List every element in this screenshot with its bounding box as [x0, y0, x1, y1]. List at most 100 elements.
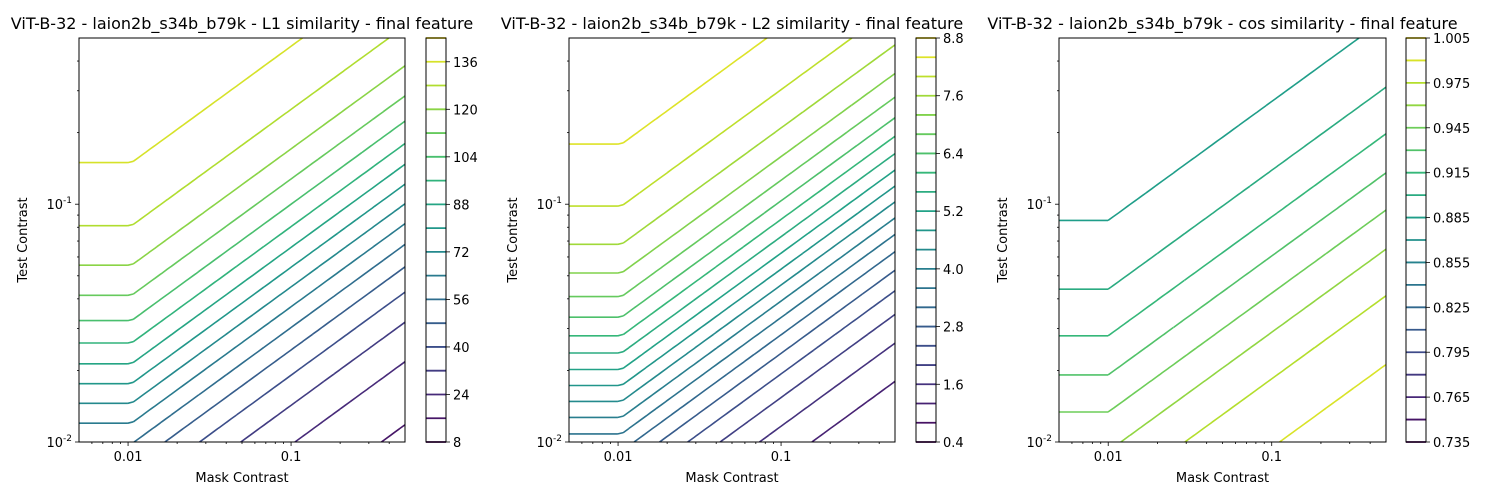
- y-axis-label: Test Contrast: [506, 197, 521, 283]
- colorbar-tick-label: 0.915: [1433, 167, 1470, 182]
- contour-level-18: [569, 44, 895, 246]
- colorbar-tick-label: 0.795: [1433, 346, 1470, 361]
- contour-level-2: [811, 380, 895, 442]
- subplot-2: ViT-B-32 - laion2b_s34b_b79k - L2 simila…: [501, 14, 964, 486]
- contour-level-15: [79, 38, 390, 227]
- colorbar-tick-label: 40: [453, 341, 470, 356]
- y-tick-label: 10-2: [46, 434, 72, 451]
- y-tick-label: 10-1: [1026, 196, 1052, 213]
- contour-level-17: [1279, 363, 1386, 442]
- colorbar-tick-label: 2.8: [943, 321, 964, 336]
- x-axis-label: Mask Contrast: [195, 471, 288, 486]
- x-axis-label: Mask Contrast: [685, 471, 778, 486]
- chart-title: ViT-B-32 - laion2b_s34b_b79k - L2 simila…: [501, 14, 963, 34]
- contour-level-14: [79, 65, 405, 266]
- colorbar-tick-label: 0.975: [1433, 77, 1470, 92]
- contour-level-11: [569, 185, 895, 387]
- colorbar-tick-label: 8: [453, 436, 461, 451]
- contour-level-14: [1059, 209, 1386, 413]
- contour-level-10: [1059, 38, 1360, 222]
- colorbar: 8 24 40 56 72 88 104 120 136: [425, 37, 478, 451]
- contour-level-3: [758, 342, 895, 442]
- colorbar-tick-label: 4.0: [943, 263, 964, 278]
- x-tick-label: 0.1: [771, 450, 792, 465]
- colorbar-tick-label: 0.825: [1433, 301, 1470, 316]
- contour-level-16: [79, 38, 303, 164]
- colorbar-tick-label: 0.945: [1433, 122, 1470, 137]
- colorbar-tick-label: 56: [453, 293, 470, 308]
- chart-title: ViT-B-32 - laion2b_s34b_b79k - L1 simila…: [11, 14, 473, 34]
- chart-title: ViT-B-32 - laion2b_s34b_b79k - cos simil…: [987, 14, 1457, 34]
- x-tick-label: 0.1: [281, 450, 302, 465]
- colorbar-tick-label: 6.4: [943, 147, 964, 162]
- colorbar-tick-label: 1.6: [943, 378, 964, 393]
- y-tick-label: 10-1: [536, 196, 562, 213]
- plot-frame: [1058, 37, 1387, 443]
- colorbar-tick-label: 0.765: [1433, 391, 1470, 406]
- colorbar-tick-label: 1.005: [1433, 32, 1470, 47]
- contour-level-12: [79, 120, 405, 322]
- contour-level-9: [569, 217, 895, 419]
- contour-lines: [1059, 38, 1386, 442]
- contour-level-16: [569, 96, 895, 298]
- contour-lines: [569, 38, 895, 442]
- contour-level-13: [1059, 172, 1386, 376]
- x-tick-label: 0.01: [604, 450, 633, 465]
- contour-level-8: [79, 203, 405, 405]
- colorbar-tick-label: 120: [453, 103, 478, 118]
- y-tick-label: 10-2: [1026, 434, 1052, 451]
- contour-level-12: [569, 169, 895, 371]
- contour-level-12: [1059, 133, 1386, 337]
- contour-level-9: [79, 183, 405, 385]
- contour-level-11: [79, 142, 405, 344]
- colorbar-tick-label: 0.735: [1433, 436, 1470, 451]
- contour-level-15: [1120, 248, 1386, 442]
- contour-level-6: [659, 269, 895, 442]
- subplot-1: ViT-B-32 - laion2b_s34b_b79k - L1 simila…: [11, 14, 478, 486]
- contour-level-4: [199, 291, 405, 442]
- contour-level-10: [569, 201, 895, 403]
- colorbar-tick-label: 0.855: [1433, 256, 1470, 271]
- contour-level-16: [1184, 295, 1386, 442]
- contour-level-2: [294, 361, 405, 442]
- colorbar-tick-label: 5.2: [943, 205, 964, 220]
- subplot-3: ViT-B-32 - laion2b_s34b_b79k - cos simil…: [987, 14, 1470, 486]
- colorbar-frame: [915, 37, 937, 443]
- colorbar-tick-label: 7.6: [943, 90, 964, 105]
- colorbar-tick-label: 0.885: [1433, 212, 1470, 227]
- colorbar-tick-label: 88: [453, 198, 470, 213]
- contour-level-17: [569, 72, 895, 274]
- x-tick-label: 0.1: [1261, 450, 1282, 465]
- y-axis-label: Test Contrast: [996, 197, 1011, 283]
- colorbar-tick-label: 136: [453, 56, 478, 71]
- contour-lines: [79, 38, 405, 442]
- colorbar-tick-label: 0.4: [943, 436, 964, 451]
- colorbar-frame: [1405, 37, 1427, 443]
- x-tick-label: 0.01: [114, 450, 143, 465]
- contour-level-8: [569, 233, 895, 435]
- x-axis-label: Mask Contrast: [1176, 471, 1269, 486]
- contour-level-20: [569, 38, 768, 145]
- y-tick-label: 10-1: [46, 196, 72, 213]
- colorbar: 0.735 0.765 0.795 0.825 0.855 0.885 0.915 0.945…: [1405, 32, 1470, 451]
- contour-level-11: [1059, 86, 1386, 290]
- contour-level-14: [569, 135, 895, 337]
- contour-level-19: [569, 38, 853, 207]
- colorbar-frame: [425, 37, 447, 443]
- colorbar: 0.4 1.6 2.8 4.0 5.2 6.4 7.6 8.8: [915, 32, 964, 451]
- y-tick-label: 10-2: [536, 434, 562, 451]
- contour-level-6: [133, 243, 405, 442]
- y-axis-label: Test Contrast: [16, 197, 31, 283]
- colorbar-tick-label: 104: [453, 151, 478, 166]
- contour-level-10: [79, 163, 405, 365]
- contour-level-1: [380, 424, 405, 442]
- colorbar-tick-label: 24: [453, 388, 470, 403]
- plot-frame: [568, 37, 896, 443]
- contour-level-13: [569, 152, 895, 354]
- contour-level-15: [569, 117, 895, 318]
- colorbar-tick-label: 8.8: [943, 32, 964, 47]
- contour-level-13: [79, 95, 405, 297]
- contour-level-3: [240, 321, 405, 442]
- x-tick-label: 0.01: [1094, 450, 1123, 465]
